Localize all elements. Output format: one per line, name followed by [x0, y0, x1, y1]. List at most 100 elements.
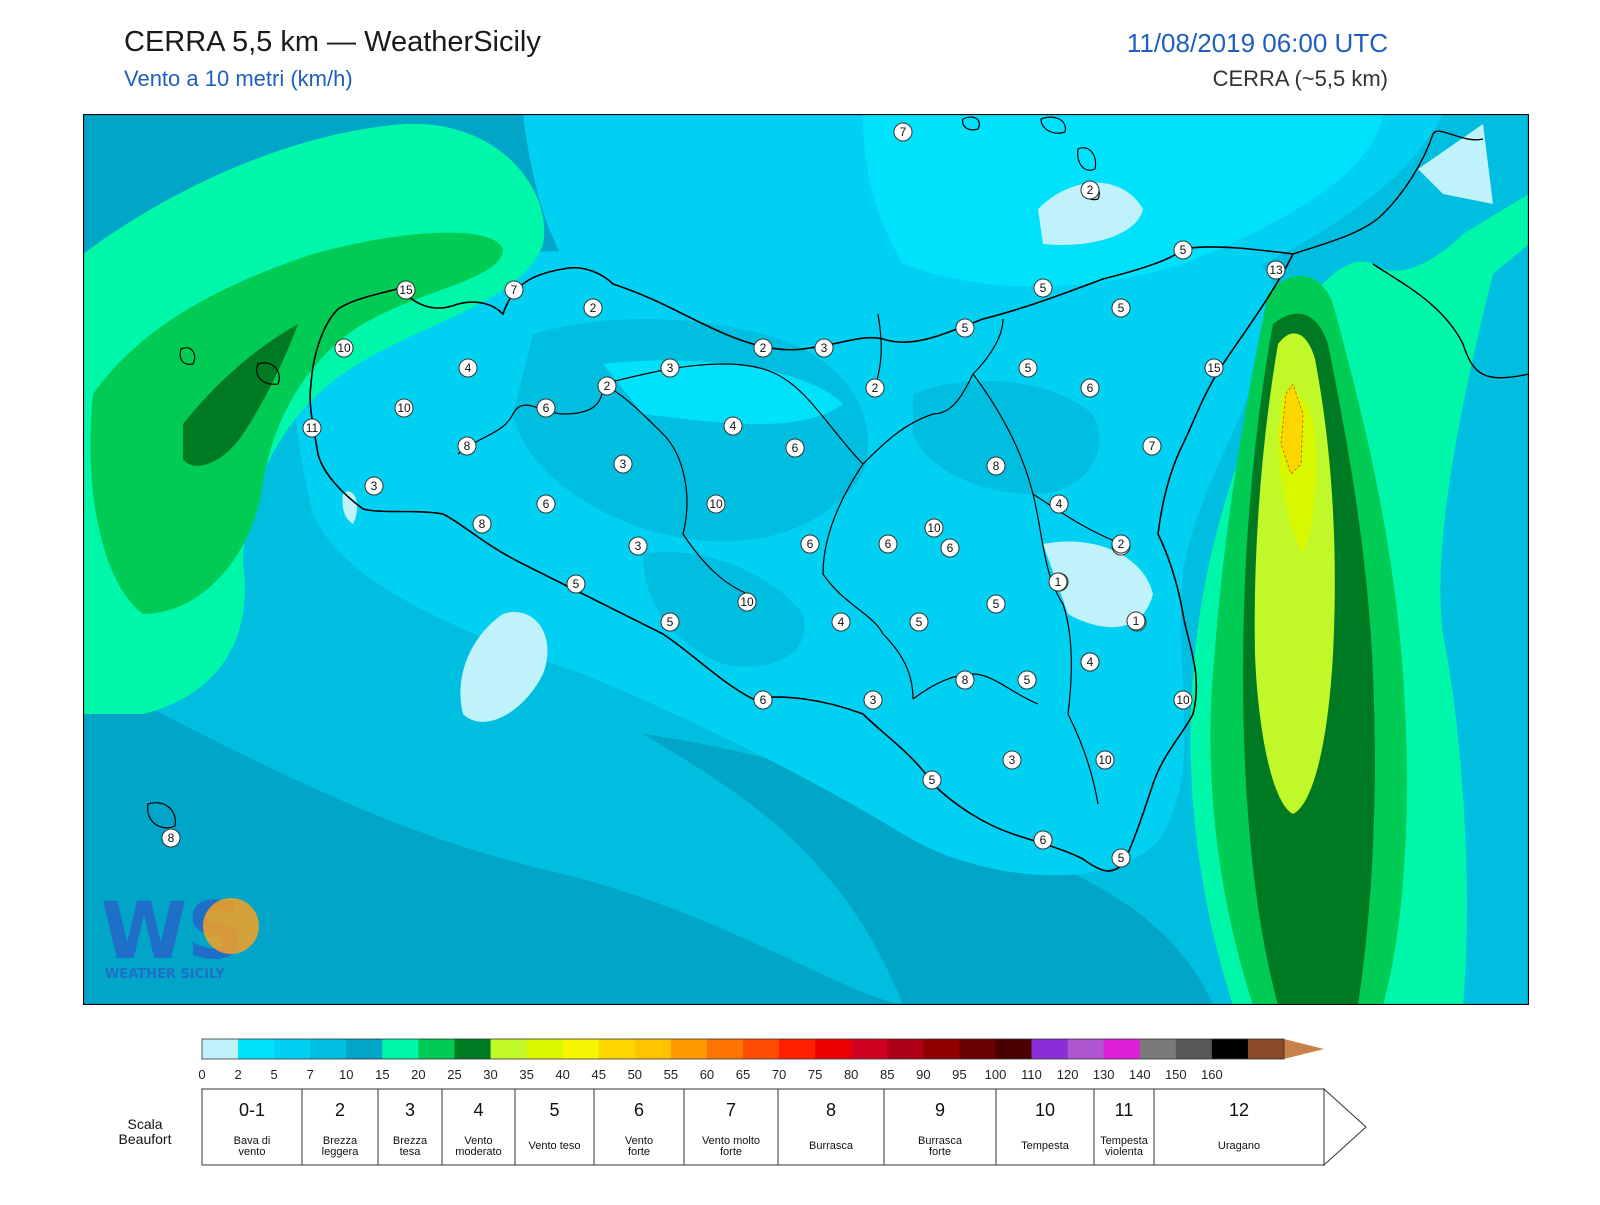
station-marker: 10	[737, 592, 757, 612]
colorbar	[201, 1038, 1324, 1060]
station-value: 11	[306, 421, 319, 435]
station-marker: 1	[1048, 572, 1068, 592]
colorbar-tick: 2	[234, 1067, 241, 1082]
beaufort-box	[301, 1088, 379, 1166]
colorbar-segment	[923, 1039, 960, 1059]
station-value: 7	[900, 125, 907, 139]
colorbar-tick: 140	[1129, 1067, 1151, 1082]
station-circle	[1095, 750, 1115, 770]
station-value: 2	[604, 379, 611, 393]
colorbar-tick: 130	[1093, 1067, 1115, 1082]
station-circle	[597, 376, 617, 396]
station-circle	[1017, 670, 1037, 690]
station-circle	[955, 318, 975, 338]
station-value: 2	[760, 341, 767, 355]
station-circle	[472, 514, 492, 534]
station-circle	[1048, 572, 1068, 592]
station-marker: 5	[1111, 848, 1131, 868]
station-marker: 10	[394, 398, 414, 418]
station-marker: 8	[955, 670, 975, 690]
station-circle	[800, 534, 820, 554]
beaufort-name: forte	[628, 1146, 650, 1158]
station-circle	[628, 536, 648, 556]
colorbar-segment	[418, 1039, 455, 1059]
station-circle	[1204, 358, 1224, 378]
station-circle	[660, 612, 680, 632]
station-marker: 6	[536, 494, 556, 514]
station-value: 15	[399, 283, 413, 297]
station-value: 5	[1025, 361, 1032, 375]
colorbar-segment	[670, 1039, 708, 1059]
beaufort-name: forte	[929, 1146, 951, 1158]
station-value: 4	[838, 615, 845, 629]
station-value: 5	[1180, 243, 1187, 257]
station-value: 8	[168, 831, 175, 845]
colorbar-segment	[382, 1039, 419, 1059]
station-circle	[1033, 278, 1053, 298]
station-circle	[737, 592, 757, 612]
station-marker: 5	[1111, 298, 1131, 318]
station-marker: 3	[364, 476, 384, 496]
colorbar-segment	[959, 1039, 996, 1059]
sun-icon	[203, 898, 259, 954]
station-circle	[785, 438, 805, 458]
station-value: 8	[464, 439, 471, 453]
station-value: 4	[730, 419, 737, 433]
beaufort-box	[883, 1088, 997, 1166]
colorbar-tick: 65	[736, 1067, 750, 1082]
station-marker: 5	[660, 612, 680, 632]
station-marker: 7	[504, 280, 524, 300]
station-value: 1	[1055, 575, 1062, 589]
station-value: 10	[337, 341, 351, 355]
beaufort-name: Burrasca	[918, 1135, 963, 1147]
wind-zone-7-10	[643, 552, 805, 667]
station-value: 3	[870, 693, 877, 707]
station-value: 10	[1098, 753, 1112, 767]
station-marker: 10	[1095, 750, 1115, 770]
colorbar-tick: 150	[1165, 1067, 1187, 1082]
station-marker: 5	[1017, 670, 1037, 690]
colorbar-segment	[1031, 1039, 1069, 1059]
station-circle	[1126, 611, 1146, 631]
colorbar-tick: 85	[880, 1067, 894, 1082]
station-value: 7	[1149, 439, 1156, 453]
station-value: 5	[667, 615, 674, 629]
colorbar-segment	[851, 1039, 888, 1059]
station-marker: 15	[396, 280, 416, 300]
station-circle	[1080, 652, 1100, 672]
beaufort-number: 11	[1115, 1100, 1134, 1120]
station-circle	[1173, 240, 1193, 260]
station-circle	[1173, 690, 1193, 710]
colorbar-frame	[201, 1038, 1285, 1060]
beaufort-cell: 8 Burrasca	[777, 1088, 885, 1166]
colorbar-segment	[490, 1039, 528, 1059]
station-circle	[394, 398, 414, 418]
beaufort-name: Vento	[464, 1135, 492, 1147]
colorbar-tick: 35	[519, 1067, 533, 1082]
station-circle	[1018, 358, 1038, 378]
beaufort-name: Vento	[625, 1135, 653, 1147]
colorbar-tick: 40	[555, 1067, 569, 1082]
map-frame	[83, 114, 1529, 1005]
station-circle	[1111, 848, 1131, 868]
station-circle	[396, 280, 416, 300]
colorbar-segment	[706, 1039, 744, 1059]
wind-zone-20-25	[90, 232, 503, 614]
station-circle	[986, 456, 1006, 476]
legend: 0 2 5 7 10 15 20 25 30 35 40 45 50 55 60 65 70 75 80 85 90 95…	[0, 1030, 1600, 1200]
station-marker: 3	[613, 454, 633, 474]
colorbar-tick: 95	[952, 1067, 966, 1082]
colorbar-tick: 160	[1201, 1067, 1223, 1082]
colorbar-segment	[598, 1039, 636, 1059]
station-circle	[986, 594, 1006, 614]
station-circle	[1266, 260, 1286, 280]
beaufort-name: moderato	[455, 1146, 501, 1158]
station-value: 8	[962, 673, 969, 687]
beaufort-box	[683, 1088, 779, 1166]
beaufort-number: 3	[405, 1100, 415, 1120]
scale-label: Scala	[127, 1116, 162, 1132]
station-circle	[723, 416, 743, 436]
wind-zone-10-15	[83, 674, 903, 1005]
station-value: 5	[929, 773, 936, 787]
